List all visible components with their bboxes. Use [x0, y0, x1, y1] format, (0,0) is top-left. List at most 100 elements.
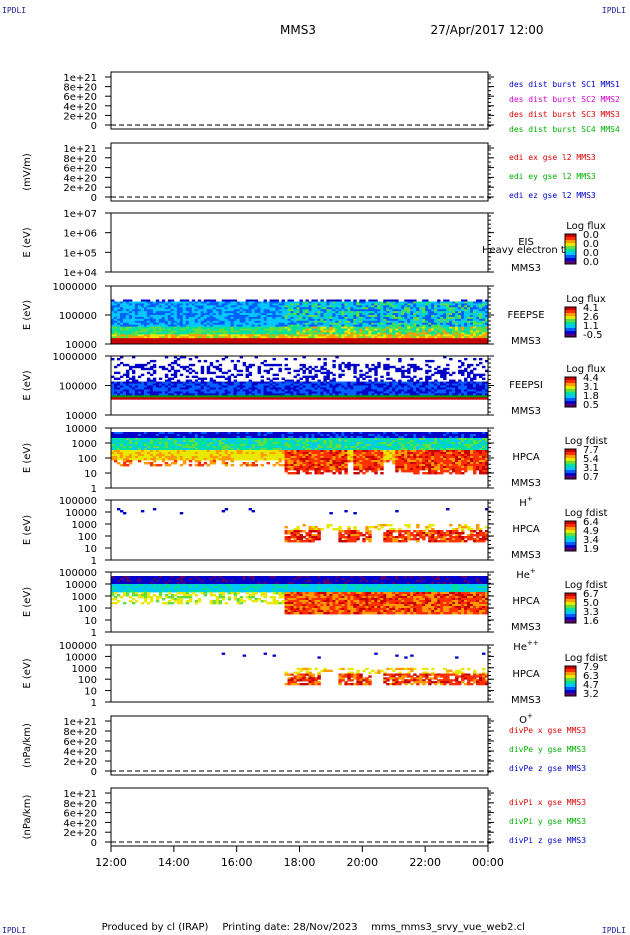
spectrogram-cell	[207, 372, 210, 374]
spectrogram-cell	[111, 458, 114, 460]
spectrogram-cell	[186, 397, 189, 399]
spectrogram-cell	[144, 462, 147, 464]
spectrogram-cell	[150, 397, 153, 399]
legend-entry: des dist burst SC4 MMS4	[509, 125, 620, 134]
spectrogram-cell	[294, 397, 297, 399]
spectrogram-cell	[302, 397, 305, 399]
colorbar-swatch	[565, 380, 576, 384]
spectrogram-cell	[276, 378, 279, 380]
spectrogram-cell	[329, 372, 332, 374]
y-tick-label: 1e+05	[63, 248, 97, 259]
spectrogram-cell	[171, 368, 174, 370]
spectrogram-cell	[362, 378, 365, 380]
spectrogram-cell	[446, 372, 449, 374]
spectrogram-cell	[279, 370, 282, 372]
spectrogram-cell	[171, 458, 174, 460]
spectrogram-cell	[428, 366, 431, 368]
spectrogram-cell	[365, 366, 368, 368]
spectrogram-cell	[395, 397, 398, 399]
spectrogram-cell	[219, 364, 222, 366]
spectrogram-cell	[222, 358, 225, 360]
spectrogram-cell	[350, 364, 353, 366]
spectrogram-cell	[467, 376, 470, 378]
spectrogram-cell	[123, 364, 126, 366]
spectrogram-cell	[416, 397, 419, 399]
spectrogram-cell	[371, 397, 374, 399]
spectrogram-cell	[401, 376, 404, 378]
spectrogram-cell	[114, 460, 117, 462]
spectrogram-cell	[159, 397, 162, 399]
spectrogram-cell	[153, 460, 156, 462]
spectrogram-cell	[338, 368, 341, 370]
spectrogram-cell	[267, 378, 270, 380]
spectrogram-cell	[416, 368, 419, 370]
spectrogram-cell	[192, 376, 195, 378]
spectrogram-cell	[147, 372, 150, 374]
spectrogram-cell	[338, 376, 341, 378]
spectrogram-cell	[302, 376, 305, 378]
spectrogram-cell	[294, 358, 297, 360]
y-tick-label: 1e+07	[63, 209, 97, 220]
spectrogram-cell	[431, 397, 434, 399]
spectrogram-cell	[216, 397, 219, 399]
spectrogram-cell	[428, 360, 431, 362]
spectrogram-cell	[237, 397, 240, 399]
spectrogram-cell	[216, 368, 219, 370]
spectrogram-cell	[380, 376, 383, 378]
spectrogram-cell	[386, 397, 389, 399]
spectrogram-cell	[479, 376, 482, 378]
spectrogram-cell	[171, 378, 174, 380]
spectrogram-cell	[210, 364, 213, 366]
colorbar-swatch	[565, 386, 576, 390]
spectrogram-cell	[282, 378, 285, 380]
spectrogram-cell	[362, 374, 365, 376]
spectrogram-cell	[213, 397, 216, 399]
spectrogram-cell	[129, 397, 132, 399]
spectrogram-cell	[323, 397, 326, 399]
spectrogram-cell	[398, 397, 401, 399]
spectrogram-cell	[407, 372, 410, 374]
spectrogram-cell	[162, 460, 165, 462]
spectrogram-cell	[138, 366, 141, 368]
spectrogram-cell	[141, 368, 144, 370]
spectrogram-cell	[237, 374, 240, 376]
spectrogram-cell	[323, 368, 326, 370]
spectrogram-cell	[473, 358, 476, 360]
colorbar-swatch	[565, 246, 576, 250]
spectrogram-cell	[264, 360, 267, 362]
spectrogram-cell	[243, 364, 246, 366]
spectrogram-cell	[282, 397, 285, 399]
spectrogram-cell	[374, 397, 377, 399]
spectrogram-cell	[434, 397, 437, 399]
legend-entry: edi ez gse l2 MMS3	[509, 191, 596, 200]
spectrogram-cell	[237, 370, 240, 372]
spectrogram-cell	[114, 372, 117, 374]
spectrogram-cell	[285, 358, 288, 360]
spectrogram-cell	[353, 397, 356, 399]
spectrogram-cell	[162, 397, 165, 399]
spacecraft-label: MMS3	[511, 263, 541, 274]
spectrogram-cell	[120, 362, 123, 364]
spectrogram-cell	[180, 397, 183, 399]
spectrogram-cell	[476, 397, 479, 399]
spectrogram-cell	[279, 364, 282, 366]
spectrogram-cell	[401, 366, 404, 368]
spectrogram-cell	[332, 360, 335, 362]
spectrogram-cell	[150, 458, 153, 460]
spectrogram-cell	[288, 372, 291, 374]
spectrogram-cell	[255, 397, 258, 399]
spectrogram-cell	[264, 364, 267, 366]
colorbar-swatch	[565, 240, 576, 244]
spectrogram-cell	[225, 378, 228, 380]
spectrogram-cell	[120, 464, 123, 466]
spectrogram-cell	[332, 366, 335, 368]
spectrogram-cell	[183, 368, 186, 370]
spectrogram-cell	[285, 364, 288, 366]
colorbar-swatch	[565, 258, 576, 262]
spectrogram-cell	[428, 370, 431, 372]
spectrogram-cell	[320, 397, 323, 399]
spectrogram-cell	[132, 366, 135, 368]
spectrogram-cell	[326, 378, 329, 380]
